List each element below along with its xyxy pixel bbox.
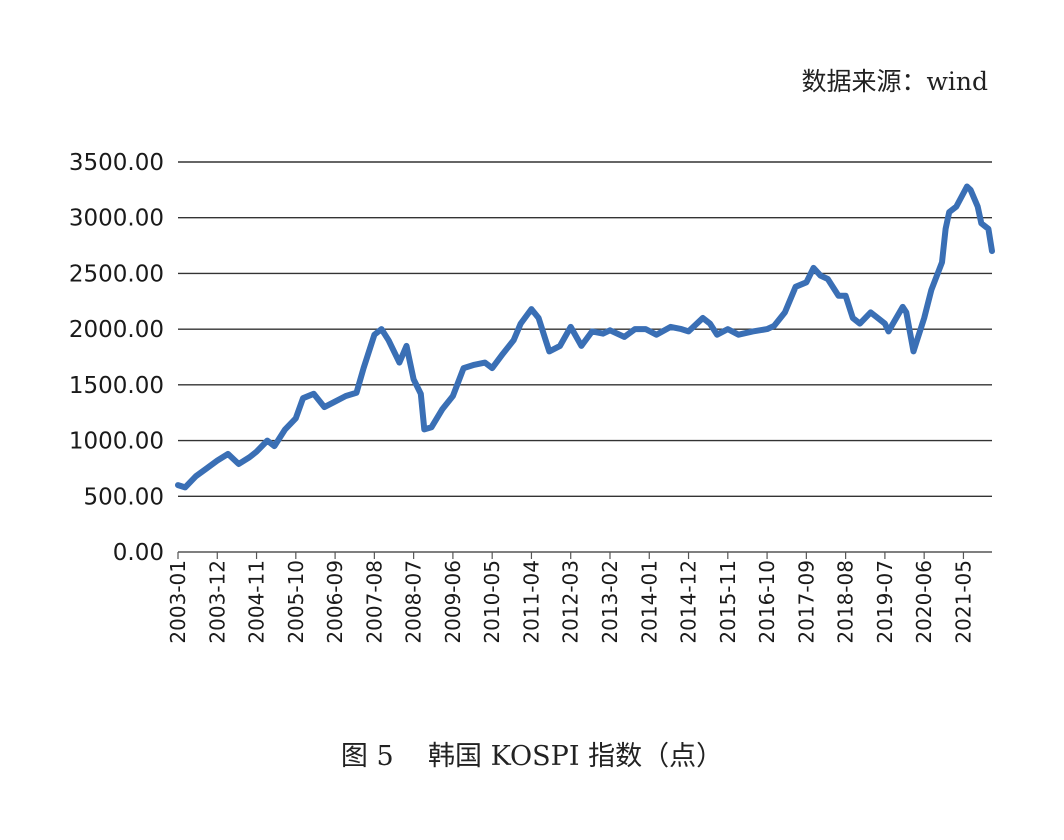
x-tick-label: 2014-12	[677, 560, 701, 644]
x-axis	[177, 551, 992, 559]
x-tick-label: 2006-09	[323, 560, 347, 644]
series-layer	[175, 183, 995, 491]
x-tick-label: 2010-05	[480, 560, 504, 644]
x-tick-label: 2004-11	[245, 560, 269, 644]
y-tick-label: 3500.00	[69, 150, 164, 176]
x-tick-label: 2003-12	[205, 560, 229, 644]
source-note: 数据来源：wind	[801, 67, 989, 96]
x-tick-label: 2005-10	[284, 560, 308, 644]
x-tick-label: 2021-05	[951, 560, 975, 644]
x-axis-ticks: 2003-01 2003-12 2004-11 2005-10 2006-09 2007-…	[166, 560, 975, 644]
y-axis-ticks: 0.00 500.00 1000.00 1500.00 2000.00 2500.00 30…	[69, 150, 164, 566]
x-tick-label: 2007-08	[362, 560, 386, 644]
x-tick-label: 2012-03	[559, 560, 583, 644]
y-tick-label: 1500.00	[69, 373, 164, 399]
y-tick-label: 500.00	[84, 484, 164, 510]
y-tick-label: 3000.00	[69, 206, 164, 232]
kospi-line-chart: 0.00 500.00 1000.00 1500.00 2000.00 2500.00 30…	[69, 150, 995, 644]
x-tick-label: 2003-01	[166, 560, 190, 644]
x-tick-label: 2017-09	[794, 560, 818, 644]
kospi-series-line	[175, 183, 995, 491]
y-tick-label: 2500.00	[69, 261, 164, 287]
x-tick-label: 2015-11	[716, 560, 740, 644]
x-tick-label: 2016-10	[755, 560, 779, 644]
gridlines	[178, 161, 992, 497]
y-tick-label: 0.00	[113, 540, 164, 566]
x-tick-label: 2009-06	[441, 560, 465, 644]
figure-caption: 图 5 韩国 KOSPI 指数（点）	[340, 741, 724, 772]
x-tick-label: 2020-06	[912, 560, 936, 644]
x-tick-label: 2008-07	[402, 560, 426, 644]
x-tick-label: 2018-08	[834, 560, 858, 644]
y-tick-label: 1000.00	[69, 429, 164, 455]
x-tick-label: 2011-04	[519, 560, 543, 644]
x-tick-label: 2014-01	[637, 560, 661, 644]
x-tick-label: 2019-07	[873, 560, 897, 644]
x-tick-label: 2013-02	[598, 560, 622, 644]
y-tick-label: 2000.00	[69, 317, 164, 343]
